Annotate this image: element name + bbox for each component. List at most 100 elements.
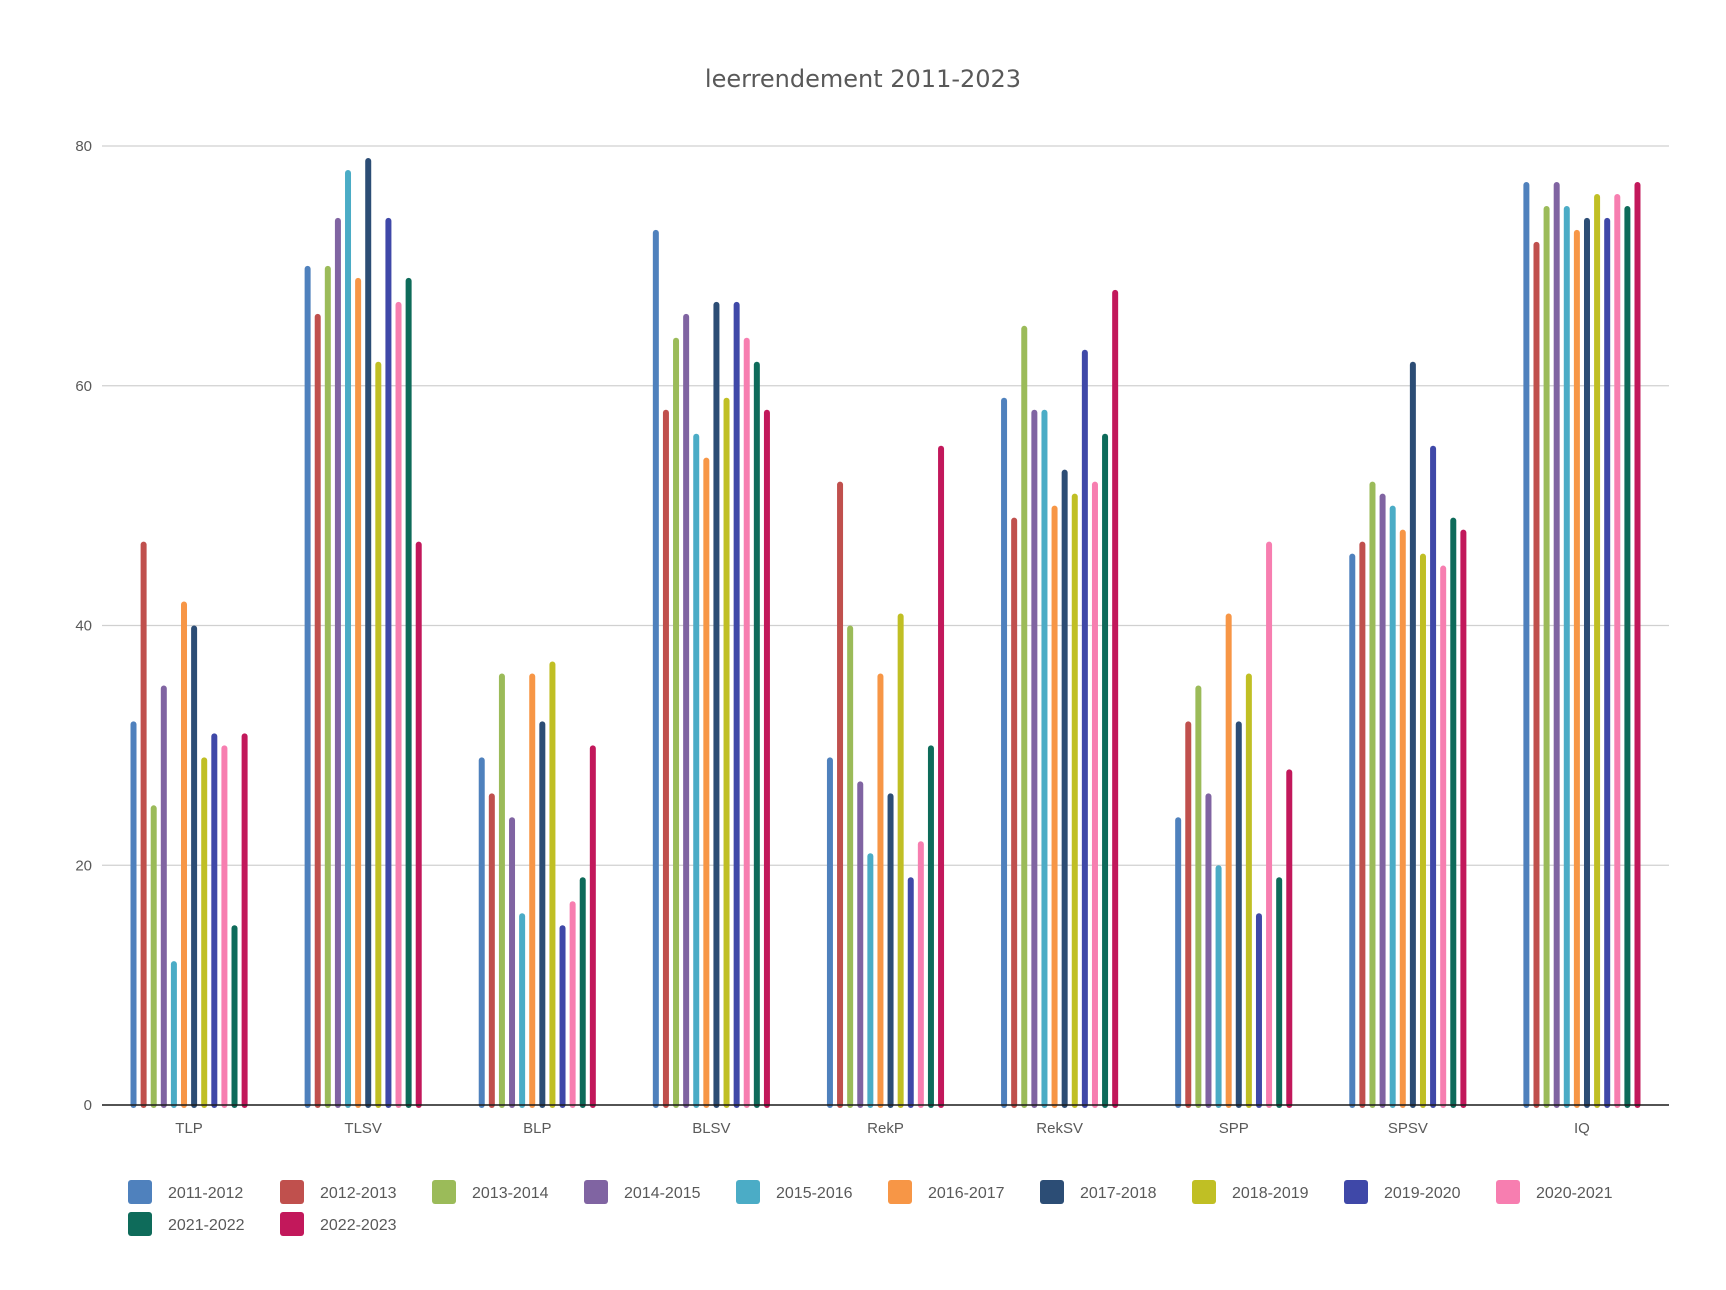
legend-swatch bbox=[1496, 1180, 1520, 1204]
bar-blp-2018-2019 bbox=[549, 661, 556, 1108]
bar-iq-2019-2020 bbox=[1604, 217, 1611, 1109]
x-tick-label: BLSV bbox=[692, 1120, 730, 1137]
bar-blp-2022-2023 bbox=[589, 745, 596, 1109]
bar-tlp-2022-2023 bbox=[241, 733, 248, 1108]
bar-blsv-2017-2018 bbox=[713, 301, 720, 1109]
bar-reksv-2014-2015 bbox=[1031, 409, 1038, 1109]
legend-item[interactable]: 2020-2021 bbox=[1496, 1180, 1613, 1204]
bar-spp-2012-2013 bbox=[1185, 721, 1192, 1108]
bar-iq-2017-2018 bbox=[1583, 217, 1590, 1109]
y-tick-label: 60 bbox=[75, 378, 92, 395]
legend-swatch bbox=[432, 1180, 456, 1204]
legend-item[interactable]: 2018-2019 bbox=[1192, 1180, 1309, 1204]
bar-tlsv-2013-2014 bbox=[324, 265, 331, 1109]
bar-tlp-2019-2020 bbox=[211, 733, 218, 1108]
bar-rekp-2017-2018 bbox=[887, 793, 894, 1108]
bar-reksv-2019-2020 bbox=[1081, 349, 1088, 1108]
y-tick-label: 40 bbox=[75, 618, 92, 635]
gridlines bbox=[102, 145, 1669, 866]
bar-iq-2020-2021 bbox=[1614, 193, 1621, 1108]
legend-label: 2012-2013 bbox=[320, 1185, 397, 1202]
bar-blsv-2012-2013 bbox=[662, 409, 669, 1109]
bar-iq-2012-2013 bbox=[1533, 241, 1540, 1108]
bar-tlp-2017-2018 bbox=[191, 625, 198, 1108]
legend-swatch bbox=[128, 1180, 152, 1204]
legend-item[interactable]: 2021-2022 bbox=[128, 1212, 245, 1236]
bar-iq-2014-2015 bbox=[1553, 181, 1560, 1108]
bar-reksv-2012-2013 bbox=[1011, 517, 1018, 1108]
bar-spp-2020-2021 bbox=[1266, 541, 1273, 1108]
legend-swatch bbox=[128, 1212, 152, 1236]
legend-swatch bbox=[1040, 1180, 1064, 1204]
legend-label: 2022-2023 bbox=[320, 1217, 397, 1234]
bar-iq-2011-2012 bbox=[1523, 181, 1530, 1108]
bar-tlsv-2017-2018 bbox=[365, 157, 372, 1109]
bar-rekp-2013-2014 bbox=[847, 625, 854, 1108]
bar-tlp-2021-2022 bbox=[231, 925, 238, 1108]
bar-spsv-2019-2020 bbox=[1430, 445, 1437, 1108]
bar-blsv-2011-2012 bbox=[652, 229, 659, 1108]
legend-item[interactable]: 2016-2017 bbox=[888, 1180, 1005, 1204]
legend-item[interactable]: 2011-2012 bbox=[128, 1180, 243, 1204]
bar-rekp-2015-2016 bbox=[867, 853, 874, 1108]
bar-blsv-2019-2020 bbox=[733, 301, 740, 1109]
bar-tlsv-2015-2016 bbox=[345, 169, 352, 1109]
x-tick-label: SPP bbox=[1219, 1120, 1249, 1137]
bar-spp-2014-2015 bbox=[1205, 793, 1212, 1108]
bar-blsv-2013-2014 bbox=[673, 337, 680, 1108]
legend-swatch bbox=[736, 1180, 760, 1204]
legend-label: 2019-2020 bbox=[1384, 1185, 1461, 1202]
legend-item[interactable]: 2017-2018 bbox=[1040, 1180, 1157, 1204]
bars bbox=[130, 157, 1641, 1109]
bar-reksv-2022-2023 bbox=[1112, 289, 1119, 1109]
bar-iq-2016-2017 bbox=[1573, 229, 1580, 1108]
bar-spp-2015-2016 bbox=[1215, 865, 1222, 1108]
legend-item[interactable]: 2012-2013 bbox=[280, 1180, 397, 1204]
legend-label: 2013-2014 bbox=[472, 1185, 549, 1202]
bar-spsv-2015-2016 bbox=[1389, 505, 1396, 1109]
legend-item[interactable]: 2022-2023 bbox=[280, 1212, 397, 1236]
bar-rekp-2019-2020 bbox=[907, 877, 914, 1108]
legend-label: 2020-2021 bbox=[1536, 1185, 1613, 1202]
bar-reksv-2021-2022 bbox=[1102, 433, 1109, 1108]
bar-spsv-2012-2013 bbox=[1359, 541, 1366, 1108]
x-tick-label: RekSV bbox=[1036, 1120, 1083, 1137]
bar-blp-2021-2022 bbox=[579, 877, 586, 1108]
bar-blsv-2016-2017 bbox=[703, 457, 710, 1108]
x-tick-label: BLP bbox=[523, 1120, 551, 1137]
legend-swatch bbox=[280, 1212, 304, 1236]
bar-rekp-2021-2022 bbox=[927, 745, 934, 1109]
bar-tlp-2011-2012 bbox=[130, 721, 137, 1108]
bar-spsv-2021-2022 bbox=[1450, 517, 1457, 1108]
bar-iq-2018-2019 bbox=[1594, 193, 1601, 1108]
legend-swatch bbox=[1344, 1180, 1368, 1204]
x-tick-label: IQ bbox=[1574, 1120, 1590, 1137]
bar-blsv-2018-2019 bbox=[723, 397, 730, 1108]
x-tick-label: TLSV bbox=[344, 1120, 382, 1137]
x-tick-label: RekP bbox=[867, 1120, 904, 1137]
bar-tlsv-2020-2021 bbox=[395, 301, 402, 1109]
legend-item[interactable]: 2015-2016 bbox=[736, 1180, 853, 1204]
bar-iq-2015-2016 bbox=[1563, 205, 1570, 1108]
bar-blp-2015-2016 bbox=[519, 913, 526, 1108]
bar-spp-2017-2018 bbox=[1235, 721, 1242, 1108]
legend-item[interactable]: 2014-2015 bbox=[584, 1180, 701, 1204]
legend-label: 2016-2017 bbox=[928, 1185, 1005, 1202]
bar-blsv-2020-2021 bbox=[743, 337, 750, 1108]
bar-tlsv-2016-2017 bbox=[355, 277, 362, 1108]
bar-rekp-2018-2019 bbox=[897, 613, 904, 1108]
legend-swatch bbox=[1192, 1180, 1216, 1204]
legend-label: 2021-2022 bbox=[168, 1217, 245, 1234]
bar-iq-2021-2022 bbox=[1624, 205, 1631, 1108]
x-tick-label: SPSV bbox=[1388, 1120, 1428, 1137]
legend-item[interactable]: 2019-2020 bbox=[1344, 1180, 1461, 1204]
bar-spsv-2013-2014 bbox=[1369, 481, 1376, 1108]
bar-blp-2017-2018 bbox=[539, 721, 546, 1108]
bar-reksv-2015-2016 bbox=[1041, 409, 1048, 1109]
bar-tlp-2013-2014 bbox=[150, 805, 157, 1108]
bar-reksv-2013-2014 bbox=[1021, 325, 1028, 1108]
legend-item[interactable]: 2013-2014 bbox=[432, 1180, 549, 1204]
legend-label: 2011-2012 bbox=[168, 1185, 243, 1202]
bar-blsv-2022-2023 bbox=[763, 409, 770, 1109]
